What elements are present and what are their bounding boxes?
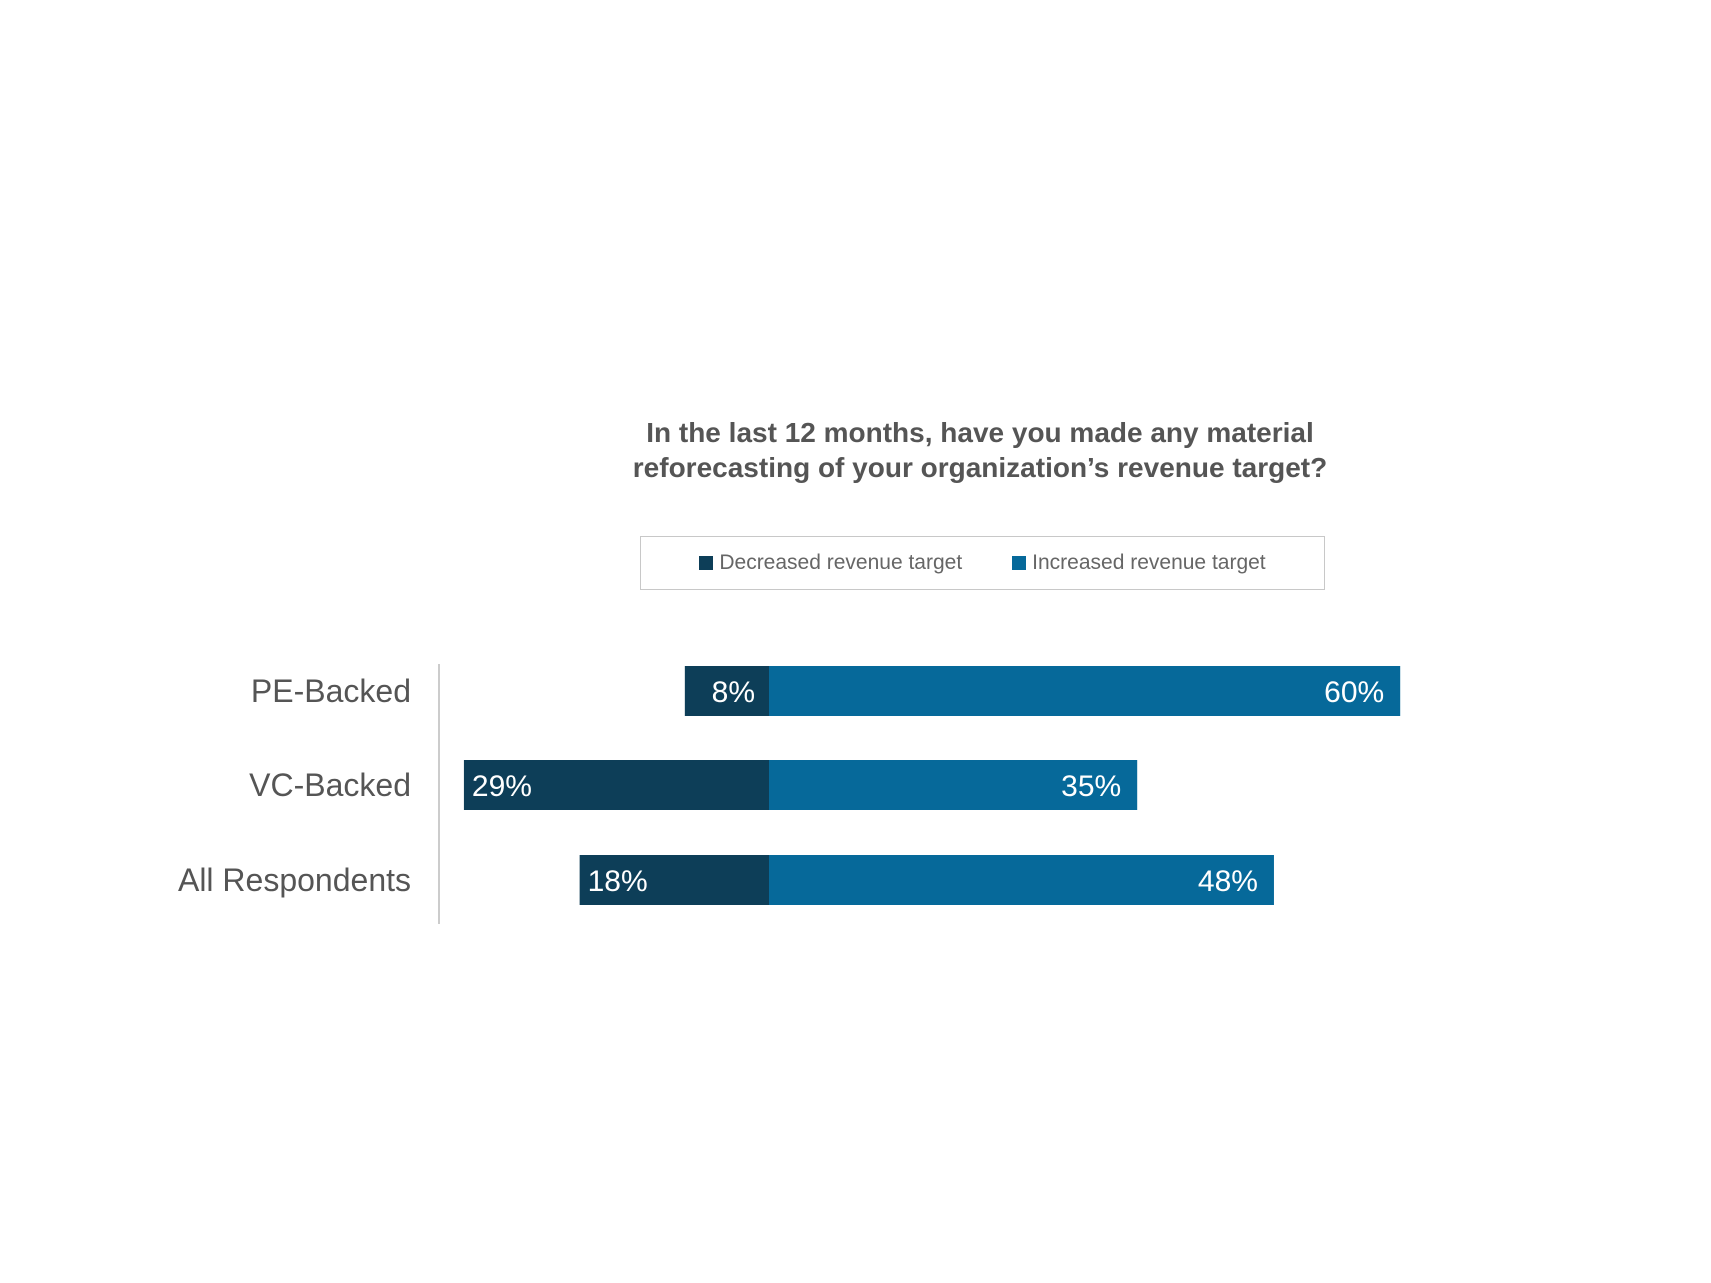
chart-title-line-2: reforecasting of your organization’s rev…	[632, 452, 1328, 483]
bar-decreased	[579, 855, 769, 905]
data-label-increased: 35%	[1061, 770, 1121, 803]
bar-increased	[769, 760, 1138, 810]
legend: Decreased revenue target Increased reven…	[640, 536, 1325, 590]
bar-increased	[769, 855, 1274, 905]
category-label: VC-Backed	[249, 767, 411, 803]
data-label-decreased: 29%	[472, 770, 532, 803]
category-label: PE-Backed	[251, 673, 411, 709]
legend-swatch-decreased	[699, 556, 714, 570]
legend-swatch-increased	[1012, 556, 1027, 570]
bar-decreased	[463, 760, 769, 810]
legend-label-increased: Increased revenue target	[1032, 551, 1266, 574]
data-label-increased: 48%	[1198, 865, 1258, 898]
data-label-decreased: 8%	[712, 676, 755, 709]
category-label: All Respondents	[178, 862, 411, 898]
legend-item-increased: Increased revenue target	[1012, 551, 1266, 575]
bar-decreased	[684, 666, 769, 716]
legend-item-decreased: Decreased revenue target	[699, 551, 962, 575]
legend-label-decreased: Decreased revenue target	[719, 551, 963, 574]
data-label-increased: 60%	[1324, 676, 1384, 709]
chart-title: In the last 12 months, have you made any…	[560, 415, 1400, 485]
bar-increased	[769, 666, 1401, 716]
chart-title-line-1: In the last 12 months, have you made any…	[646, 417, 1314, 448]
data-label-decreased: 18%	[588, 865, 648, 898]
